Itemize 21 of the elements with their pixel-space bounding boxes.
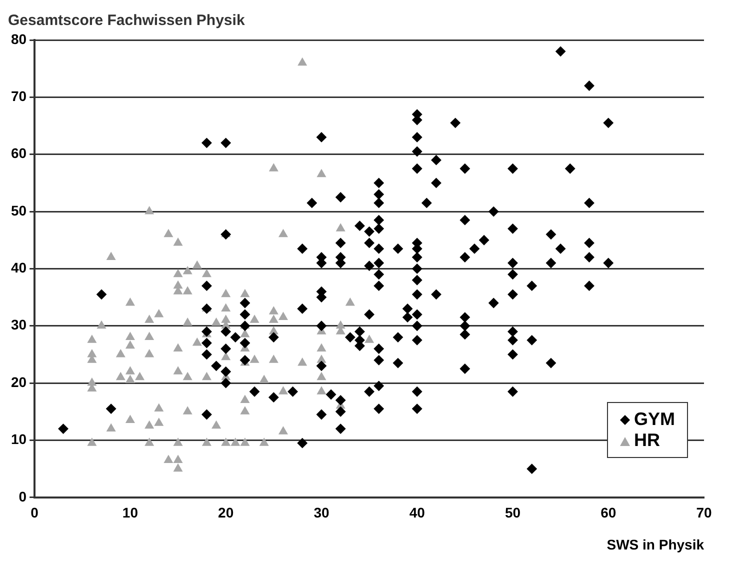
legend-label: HR — [634, 430, 660, 451]
y-tick-label: 30 — [10, 316, 27, 333]
chart-title: Gesamtscore Fachwissen Physik — [8, 12, 246, 30]
x-tick-label: 20 — [218, 504, 234, 521]
x-tick-label: 70 — [696, 504, 712, 521]
y-tick-label: 70 — [10, 88, 27, 104]
x-tick-label: 50 — [504, 504, 521, 521]
x-axis-title: SWS in Physik — [606, 536, 704, 552]
x-tick-label: 10 — [122, 504, 138, 521]
x-tick-label: 30 — [314, 504, 330, 521]
x-tick-label: 0 — [30, 504, 39, 521]
legend-label: GYM — [634, 409, 675, 430]
y-tick-label: 0 — [18, 488, 27, 504]
y-tick-label: 10 — [10, 431, 27, 448]
x-tick-label: 60 — [600, 504, 616, 521]
y-tick-label: 40 — [10, 260, 27, 276]
y-tick-label: 60 — [10, 145, 27, 162]
x-tick-label: 40 — [409, 504, 426, 521]
y-tick-label: 80 — [10, 30, 27, 47]
y-tick-label: 50 — [10, 202, 27, 218]
y-tick-label: 20 — [10, 374, 27, 390]
